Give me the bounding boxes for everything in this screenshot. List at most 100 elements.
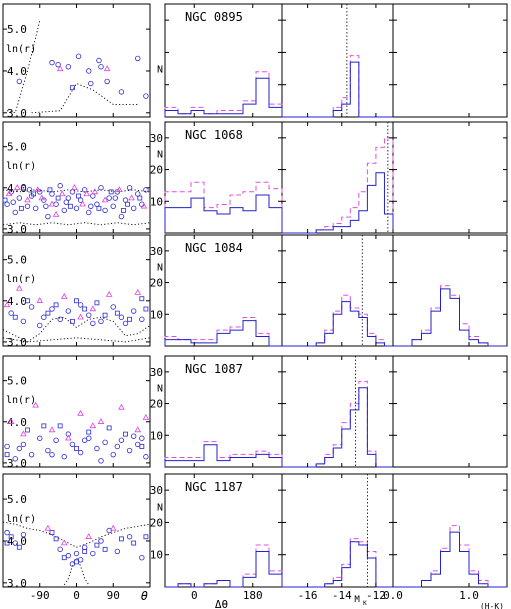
dtheta-hist-blue [164,444,283,467]
scatter-point-circle [98,185,104,191]
scatter-boundary [2,337,151,343]
scatter-point-triangle [79,200,86,207]
scatter-ylabel: ln(r) [6,274,36,285]
scatter-ytick-label: 3.0 [7,457,27,470]
mk-hist-blue [282,387,393,468]
scatter-point-square [18,205,24,211]
dtheta-ylabel: N [157,263,163,274]
scatter-point-circle [139,435,145,441]
scatter-point-circle [26,187,33,193]
panel-frame [281,3,394,118]
scatter-point-triangle [128,194,135,201]
scatter-point-circle [86,312,92,318]
scatter-point-triangle [58,190,66,197]
scatter-ylabel: ln(r) [6,514,36,525]
scatter-point-square [25,427,30,433]
scatter-point-square [106,425,112,431]
scatter-point-triangle [89,422,97,429]
dtheta-ytick-label: 30 [150,245,163,258]
row-ngc-1084: 3.0 4.0 5.0 ln(r) 10 20 30 NGC 1084 N [2,234,508,349]
scatter-point-triangle [48,426,56,433]
scatter-boundary [63,556,90,586]
scatter-point-circle [130,205,137,212]
scatter-point-triangle [16,284,23,291]
dtheta-hist-blue [164,77,283,117]
scatter-point-triangle [83,190,90,197]
scatter-point-square [102,312,108,318]
scatter-point-circle [110,304,116,310]
scatter-point-circle [41,314,47,320]
scatter-point-circle [12,456,18,462]
scatter-point-triangle [20,430,27,437]
scatter-point-circle [8,310,14,316]
scatter-point-square [86,429,92,435]
scatter-point-circle [118,213,125,220]
scatter-ytick-label: 3.0 [7,577,27,590]
panel-frame [281,234,394,347]
panel-frame [2,3,151,118]
scatter-point-triangle [65,434,72,441]
hk-hist-blue [393,288,507,347]
scatter-point-square [114,310,120,316]
scatter-point-circle [77,557,84,563]
scatter-point-circle [143,93,149,99]
scatter-point-square [139,444,145,449]
scatter-point-triangle [71,184,78,190]
scatter-point-square [143,306,149,312]
scatter-ytick-label: 3.0 [7,223,27,236]
scatter-point-square [57,423,63,429]
scatter-point-square [102,546,108,552]
scatter-point-square [45,310,51,316]
mk-xlabel: M [354,595,360,605]
scatter-point-triangle [101,196,109,203]
scatter-point-square [31,191,37,197]
scatter-point-square [53,536,59,542]
scatter-point-circle [69,441,76,448]
scatter-point-triangle [140,202,148,209]
dtheta-hist-magenta [164,181,283,233]
scatter-ylabel: ln(r) [6,395,36,406]
row-ngc-1068: 3.0 4.0 5.0 ln(r) 10 20 30 NGC 1068 N [2,121,508,236]
scatter-point-circle [69,189,76,195]
scatter-point-circle [130,308,137,314]
scatter-point-square [53,302,59,308]
scatter-point-circle [94,445,100,452]
scatter-point-square [137,195,143,201]
scatter-point-circle [45,213,51,220]
scatter-point-square [4,540,10,546]
dtheta-ytick-label: 10 [150,549,163,562]
scatter-point-circle [49,191,55,197]
hk-xtick-label: 1.0 [459,589,479,602]
galaxy-label: NGC 0895 [185,10,243,24]
scatter-point-circle [73,205,80,212]
scatter-point-triangle [103,65,111,72]
scatter-ytick-label: 5.0 [7,493,27,506]
scatter-point-circle [96,57,102,64]
dtheta-ylabel: N [157,384,163,395]
dtheta-ytick-label: 20 [150,277,163,290]
scatter-point-circle [32,205,39,212]
scatter-point-triangle [142,414,150,420]
scatter-ylabel: ln(r) [6,161,36,172]
scatter-point-square [2,197,8,203]
scatter-point-square [55,195,61,201]
scatter-point-circle [37,322,43,329]
scatter-point-triangle [34,186,41,193]
scatter-point-circle [28,304,35,310]
scatter-ytick-label: 3.0 [7,336,27,349]
scatter-point-triangle [24,196,31,203]
scatter-point-circle [16,445,23,452]
scatter-point-circle [81,437,88,443]
scatter-point-square [96,205,102,211]
scatter-point-triangle [105,290,113,297]
scatter-point-square [47,187,53,193]
scatter-point-square [74,298,79,304]
scatter-point-circle [24,203,31,209]
scatter-point-circle [57,316,63,322]
scatter-point-circle [102,207,108,214]
scatter-point-circle [98,318,104,325]
scatter-point-square [82,549,88,554]
scatter-point-circle [90,320,96,327]
scatter-point-circle [126,534,133,540]
panel-frame [2,473,151,588]
